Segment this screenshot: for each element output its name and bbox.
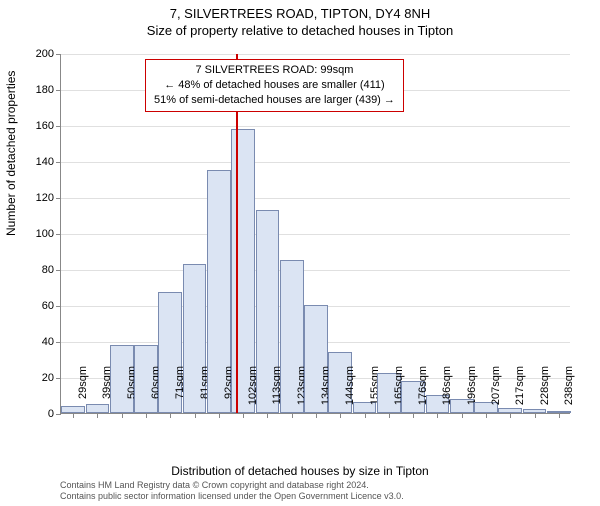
xtick-mark <box>243 413 244 418</box>
xtick-mark <box>97 413 98 418</box>
xtick-label: 228sqm <box>539 366 551 416</box>
xtick-mark <box>195 413 196 418</box>
xtick-mark <box>535 413 536 418</box>
xtick-mark <box>316 413 317 418</box>
y-axis-label: Number of detached properties <box>4 71 18 236</box>
gridline-h <box>61 126 570 127</box>
xtick-mark <box>292 413 293 418</box>
ytick-mark <box>56 378 61 379</box>
footer-line-2: Contains public sector information licen… <box>60 491 404 502</box>
ytick-mark <box>56 342 61 343</box>
ytick-label: 60 <box>24 300 54 312</box>
ytick-mark <box>56 54 61 55</box>
xtick-mark <box>170 413 171 418</box>
ytick-mark <box>56 126 61 127</box>
xtick-mark <box>389 413 390 418</box>
ytick-mark <box>56 234 61 235</box>
info-line-3: 51% of semi-detached houses are larger (… <box>154 93 395 108</box>
xtick-mark <box>340 413 341 418</box>
page-subtitle: Size of property relative to detached ho… <box>0 23 600 38</box>
xtick-mark <box>146 413 147 418</box>
ytick-label: 180 <box>24 84 54 96</box>
ytick-label: 40 <box>24 336 54 348</box>
ytick-mark <box>56 270 61 271</box>
gridline-h <box>61 54 570 55</box>
info-line-1: 7 SILVERTREES ROAD: 99sqm <box>154 63 395 78</box>
ytick-mark <box>56 90 61 91</box>
info-box: 7 SILVERTREES ROAD: 99sqm ← 48% of detac… <box>145 59 404 112</box>
ytick-mark <box>56 162 61 163</box>
ytick-label: 0 <box>24 408 54 420</box>
xtick-mark <box>365 413 366 418</box>
gridline-h <box>61 270 570 271</box>
ytick-mark <box>56 306 61 307</box>
ytick-mark <box>56 414 61 415</box>
xtick-mark <box>219 413 220 418</box>
xtick-mark <box>559 413 560 418</box>
x-axis-label: Distribution of detached houses by size … <box>0 464 600 478</box>
ytick-label: 120 <box>24 192 54 204</box>
xtick-mark <box>437 413 438 418</box>
ytick-label: 100 <box>24 228 54 240</box>
xtick-mark <box>413 413 414 418</box>
ytick-mark <box>56 198 61 199</box>
page-title: 7, SILVERTREES ROAD, TIPTON, DY4 8NH <box>0 6 600 23</box>
chart-area: 29sqm39sqm50sqm60sqm71sqm81sqm92sqm102sq… <box>60 54 570 414</box>
ytick-label: 160 <box>24 120 54 132</box>
gridline-h <box>61 198 570 199</box>
xtick-label: 238sqm <box>563 366 575 416</box>
xtick-mark <box>486 413 487 418</box>
ytick-label: 80 <box>24 264 54 276</box>
footer-attribution: Contains HM Land Registry data © Crown c… <box>60 480 404 502</box>
xtick-mark <box>267 413 268 418</box>
ytick-label: 140 <box>24 156 54 168</box>
info-line-2: ← 48% of detached houses are smaller (41… <box>154 78 395 93</box>
ytick-label: 200 <box>24 48 54 60</box>
xtick-mark <box>73 413 74 418</box>
xtick-mark <box>510 413 511 418</box>
gridline-h <box>61 234 570 235</box>
xtick-mark <box>122 413 123 418</box>
ytick-label: 20 <box>24 372 54 384</box>
xtick-mark <box>462 413 463 418</box>
gridline-h <box>61 162 570 163</box>
footer-line-1: Contains HM Land Registry data © Crown c… <box>60 480 404 491</box>
